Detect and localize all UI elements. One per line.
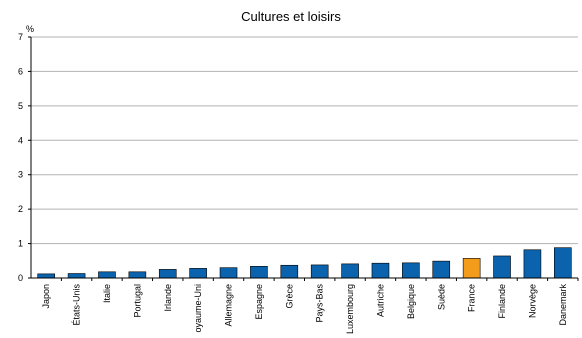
bar-17 xyxy=(554,247,572,279)
bar-13 xyxy=(432,260,451,279)
x-tick-label: États-Unis xyxy=(72,284,82,326)
x-tick-label: Irlande xyxy=(163,284,173,312)
x-tick-label: Belgique xyxy=(406,284,416,319)
x-tick-label: Norvège xyxy=(527,284,537,318)
x-tick-label: Grèce xyxy=(284,284,294,309)
y-tick-label: 5 xyxy=(18,101,23,111)
bar-12 xyxy=(402,262,420,279)
bar-0 xyxy=(37,273,55,279)
bar-16 xyxy=(523,249,542,279)
x-tick-label: Allemagne xyxy=(224,284,234,327)
x-tick-label: Portugal xyxy=(132,284,142,318)
x-tick-label: Japon xyxy=(41,284,51,309)
x-tick-label: Finlande xyxy=(497,284,507,319)
x-tick-label: Espagne xyxy=(254,284,264,320)
x-tick-label: Pays-Bas xyxy=(315,284,325,323)
bar-5 xyxy=(189,268,207,279)
bar-7 xyxy=(250,265,268,279)
bar-6 xyxy=(219,267,238,279)
bar-14 xyxy=(462,258,481,279)
bar-3 xyxy=(128,271,147,279)
x-tick-label: Luxembourg xyxy=(345,284,355,334)
y-tick-label: 6 xyxy=(18,66,23,76)
x-tick-label: Italie xyxy=(102,284,112,303)
bar-10 xyxy=(341,263,359,279)
bars xyxy=(37,247,572,279)
y-axis-ticks: 0 1 2 3 4 5 6 7 xyxy=(18,32,31,283)
x-tick-label: Danemark xyxy=(558,284,568,326)
bar-2 xyxy=(98,271,116,279)
bar-9 xyxy=(310,264,329,279)
bar-1 xyxy=(67,273,86,279)
y-tick-label: 0 xyxy=(18,273,23,283)
x-tick-label: Suède xyxy=(436,284,446,310)
y-axis-unit-label: % xyxy=(26,24,34,34)
y-tick-label: 3 xyxy=(18,170,23,180)
x-tick-label: France xyxy=(467,284,477,312)
bar-15 xyxy=(493,255,511,279)
bar-11 xyxy=(371,262,390,279)
x-tick-label: Autriche xyxy=(375,284,385,317)
y-tick-label: 7 xyxy=(18,32,23,42)
y-tick-label: 2 xyxy=(18,204,23,214)
y-tick-label: 4 xyxy=(18,135,23,145)
x-axis-labels: Japon États-Unis Italie Portugal Irlande oyau… xyxy=(41,278,579,334)
bar-8 xyxy=(280,264,299,279)
bar-4 xyxy=(158,269,177,279)
chart-title: Cultures et loisirs xyxy=(241,9,341,24)
x-tick-label: oyaume-Uni xyxy=(193,284,203,333)
y-tick-label: 1 xyxy=(18,239,23,249)
grid-lines xyxy=(31,36,578,245)
